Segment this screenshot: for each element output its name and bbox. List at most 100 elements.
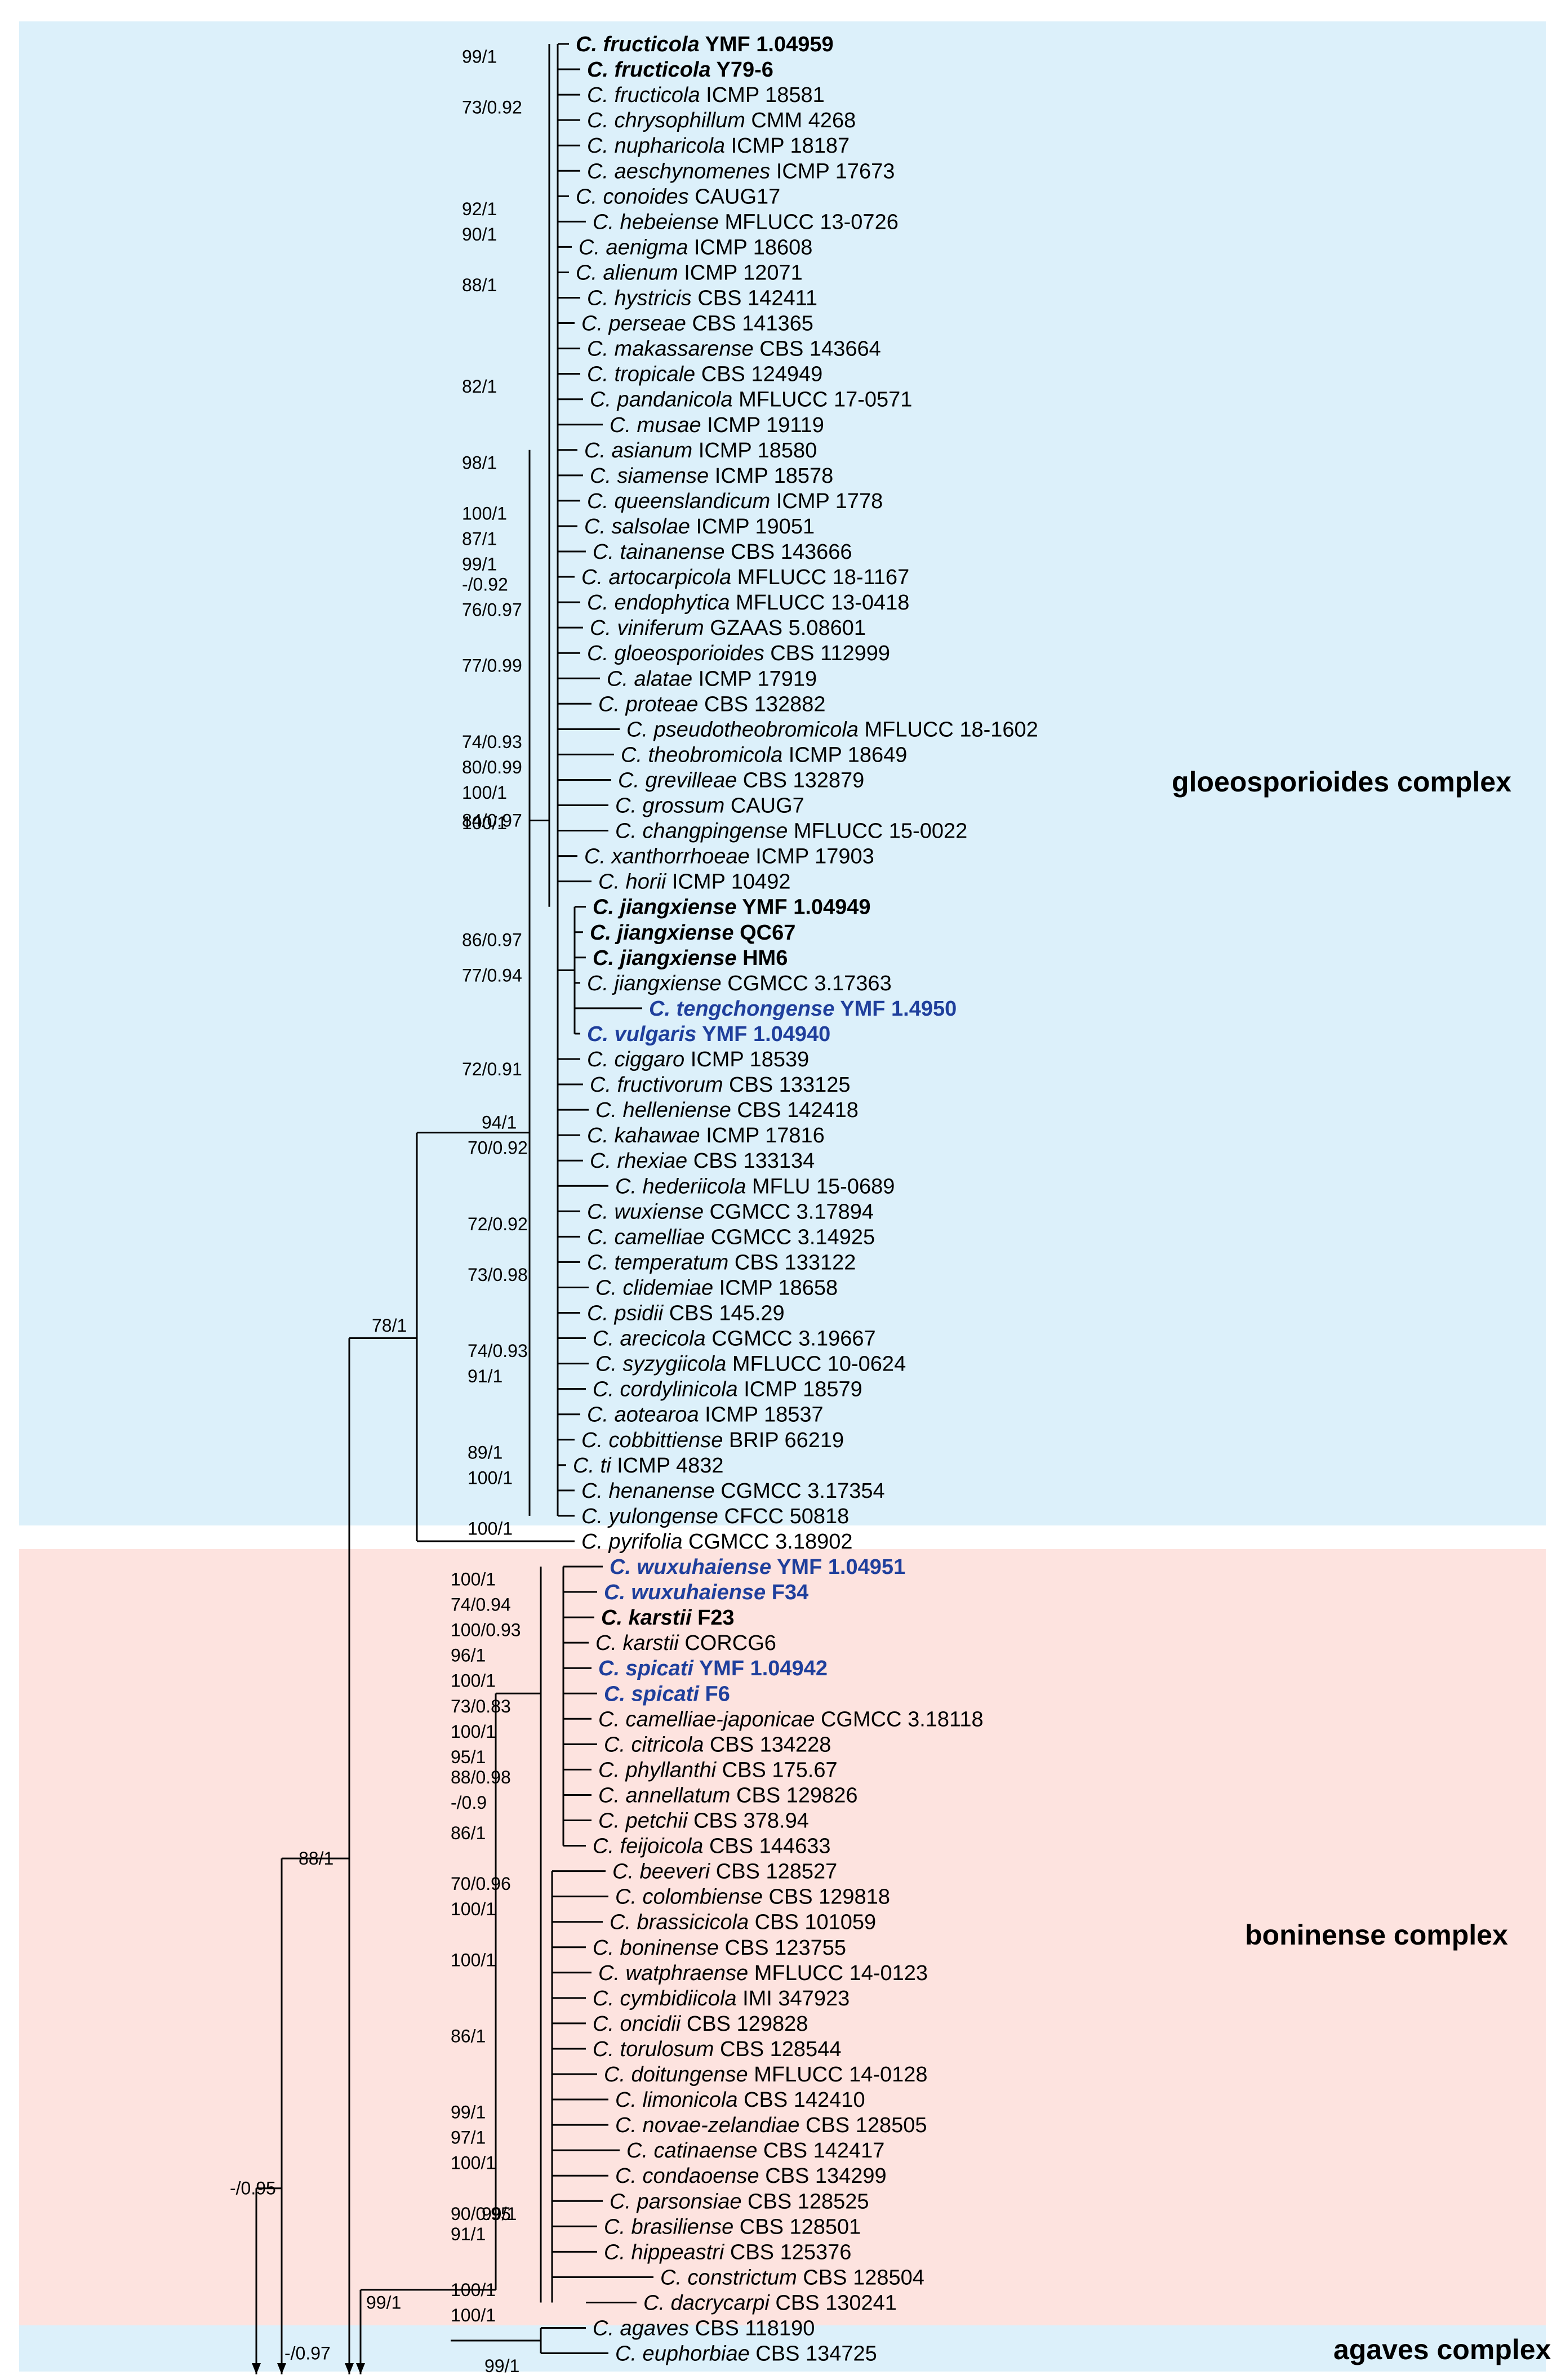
taxon-label: C. jiangxiense YMF 1.04949 [593,896,871,919]
taxon-strain: CBS 142411 [692,287,817,310]
taxon-species: C. arecicola [593,1327,706,1351]
taxon-species: C. agaves [593,2317,689,2341]
taxon-species: C. limonicola [615,2088,738,2112]
taxon-species: C. jiangxiense [590,921,734,945]
taxon-species: C. cobbittiense [581,1429,723,1452]
taxon-strain: BRIP 66219 [723,1429,844,1452]
taxon-species: C. euphorbiae [615,2342,750,2366]
taxon-species: C. gloeosporioides [587,642,764,665]
taxon-species: C. aeschynomenes [587,159,770,183]
tree-branches [252,43,653,2374]
taxon-label: C. brasiliense CBS 128501 [604,2215,861,2239]
taxon-label: C. aeschynomenes ICMP 17673 [587,159,895,183]
support-value: 97/1 [451,2128,486,2148]
taxon-strain: CBS 124949 [695,363,822,386]
taxon-label: C. horii ICMP 10492 [598,870,790,894]
taxon-strain: CGMCC 3.18902 [683,1530,853,1554]
taxon-strain: CBS 118190 [689,2317,815,2341]
taxon-species: C. fructivorum [590,1073,723,1097]
taxon-strain: CBS 142418 [731,1098,859,1122]
taxon-strain: MFLUCC 10-0624 [726,1353,906,1376]
taxon-label: C. aotearoa ICMP 18537 [587,1403,824,1427]
taxon-species: C. petchii [598,1809,688,1833]
taxon-label: C. condaoense CBS 134299 [615,2164,887,2188]
taxon-species: C. grossum [615,794,724,818]
support-values: 99/1 73/0.92 92/1 90/1 88/1 82/1 98/1 100/1 87/1… [230,47,528,2377]
taxon-label: C. aenigma ICMP 18608 [579,235,812,259]
support-value: 99/1 [484,2356,519,2376]
taxon-species: C. hederiicola [615,1175,746,1198]
taxon-species: C. citricola [604,1733,704,1756]
taxon-label: C. asianum ICMP 18580 [584,439,817,462]
taxon-label: C. tainanense CBS 143666 [593,540,852,564]
taxon-label: C. dacrycarpi CBS 130241 [643,2291,897,2315]
taxon-strain: MFLUCC 14-0123 [748,1961,928,1985]
gloeosporioides-complex-panel [19,21,1546,1525]
taxon-label: C. camelliae CGMCC 3.14925 [587,1225,875,1249]
taxon-species: C. helleniense [595,1098,731,1122]
taxon-species: C. cymbidiicola [593,1987,737,2010]
taxon-strain: CAUG17 [689,185,781,208]
taxon-label: C. conoides CAUG17 [576,185,780,208]
taxon-label: C. proteae CBS 132882 [598,692,826,716]
support-value: 92/1 [462,199,497,219]
support-value: 76/0.97 [462,600,522,620]
taxon-label: C. alienum ICMP 12071 [576,261,803,284]
taxon-label: C. grossum CAUG7 [615,794,804,818]
support-value: -/0.95 [230,2178,276,2199]
support-value: 100/0.93 [451,1620,521,1640]
gloeosporioides-complex-label: gloeosporioides complex [1172,766,1511,798]
taxon-strain: CBS 129826 [730,1783,857,1807]
taxon-strain: CBS 142410 [738,2088,865,2112]
taxon-label: C. wuxuhaiense YMF 1.04951 [610,1555,905,1579]
taxon-species: C. kahawae [587,1124,700,1147]
taxon-species: C. cordylinicola [593,1378,738,1402]
support-value: 77/0.94 [462,965,522,985]
taxon-strain: CBS 128504 [797,2266,924,2289]
taxon-strain: ICMP 18537 [699,1403,824,1427]
taxon-label: C. alatae ICMP 17919 [607,667,817,691]
taxon-species: C. rhexiae [590,1149,687,1173]
taxon-label: C. queenslandicum ICMP 1778 [587,490,883,513]
taxon-label: C. viniferum GZAAS 5.08601 [590,616,866,640]
taxon-species: C. spicati [604,1682,700,1706]
taxon-label: C. perseae CBS 141365 [581,312,813,336]
taxon-strain: MFLUCC 14-0128 [748,2063,928,2087]
taxon-strain: CGMCC 3.19667 [706,1327,876,1351]
taxon-species: C. conoides [576,185,689,208]
taxon-label: C. temperatum CBS 133122 [587,1251,856,1274]
taxon-strain: ICMP 17919 [692,667,817,691]
taxon-strain: ICMP 18649 [782,743,907,767]
taxon-species: C. jiangxiense [593,946,737,970]
taxon-strain: IMI 347923 [737,1987,850,2010]
taxon-label: C. psidii CBS 145.29 [587,1302,785,1325]
taxon-label: C. rhexiae CBS 133134 [590,1149,815,1173]
taxon-strain: ICMP 18578 [709,464,833,488]
taxon-species: C. wuxuhaiense [610,1555,771,1579]
taxon-species: C. siamense [590,464,709,488]
taxon-label: C. jiangxiense QC67 [590,921,795,945]
support-value: 89/1 [468,1442,502,1462]
taxon-label: C. hebeiense MFLUCC 13-0726 [593,210,899,234]
taxon-label: C. jiangxiense CGMCC 3.17363 [587,972,892,995]
support-value: 94/1 [482,1113,517,1133]
taxon-strain: CBS 112999 [764,642,890,665]
taxon-label: C. changpingense MFLUCC 15-0022 [615,820,967,843]
taxon-strain: CGMCC 3.17363 [722,972,892,995]
support-value: -/0.92 [462,575,508,595]
taxon-strain: YMF 1.04949 [737,896,871,919]
support-value: 98/1 [462,452,497,473]
support-value: 88/0.98 [451,1767,511,1787]
taxon-label: C. catinaense CBS 142417 [626,2139,884,2163]
taxon-label: C. torulosum CBS 128544 [593,2038,841,2061]
taxon-label: C. citricola CBS 134228 [604,1733,831,1756]
support-value: 100/1 [451,1721,496,1742]
taxon-label: C. makassarense CBS 143664 [587,337,881,361]
taxon-label: C. gloeosporioides CBS 112999 [587,642,890,665]
taxon-strain: CBS 128527 [710,1860,837,1884]
taxon-species: C. constrictum [660,2266,797,2289]
taxon-species: C. aotearoa [587,1403,699,1427]
taxon-species: C. clidemiae [595,1276,713,1300]
support-value: 100/1 [451,1950,496,1970]
taxon-species: C. brassicicola [610,1911,749,1934]
